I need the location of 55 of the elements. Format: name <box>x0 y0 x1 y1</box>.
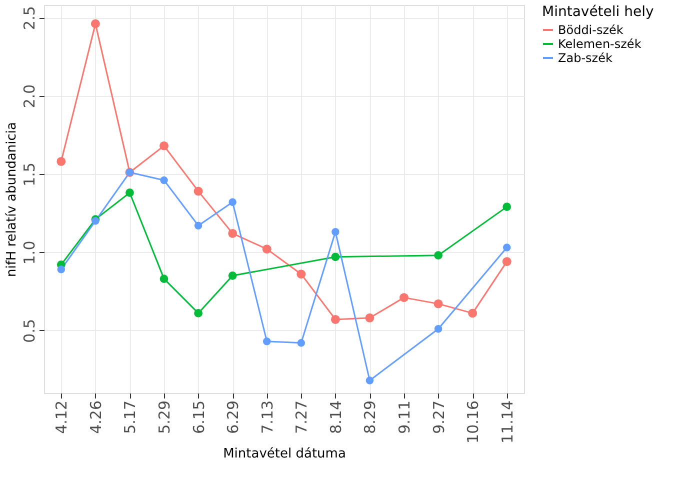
x-tick-label: 4.26 <box>86 400 105 434</box>
x-tick-label: 7.13 <box>258 400 276 434</box>
x-tick-label: 10.16 <box>464 400 482 444</box>
point <box>330 315 340 324</box>
point <box>502 244 511 252</box>
point <box>228 228 238 238</box>
x-axis-title: Mintavétel dátuma <box>223 446 346 462</box>
point <box>126 188 134 197</box>
x-tick-label: 7.27 <box>292 400 311 434</box>
legend-label: Zab-szék <box>558 51 612 65</box>
point <box>262 244 272 254</box>
y-tick-label: 1.0 <box>20 240 38 265</box>
x-tick-label: 5.29 <box>156 400 174 434</box>
point <box>160 141 168 150</box>
point <box>332 228 340 236</box>
point <box>262 338 271 346</box>
point <box>228 198 236 206</box>
point <box>502 202 512 211</box>
point <box>366 376 374 384</box>
x-tick-label: 4.12 <box>52 400 71 434</box>
point <box>194 222 202 230</box>
y-tick-label: 2.5 <box>20 6 38 30</box>
point <box>502 257 512 266</box>
x-tick-label: 6.29 <box>224 400 242 434</box>
y-tick-label: 1.5 <box>20 162 38 186</box>
point <box>194 186 203 196</box>
legend-title: Mintavételi hely <box>542 4 654 20</box>
legend-label: Böddi-szék <box>558 23 624 37</box>
point <box>434 299 443 308</box>
point <box>296 270 306 279</box>
y-tick-label: 0.5 <box>20 318 38 343</box>
point <box>400 293 408 302</box>
point <box>228 271 237 280</box>
point <box>90 19 100 28</box>
x-tick-label: 9.11 <box>396 400 414 434</box>
x-tick-label: 6.15 <box>190 400 208 434</box>
point <box>434 324 442 333</box>
point <box>434 251 442 260</box>
point <box>365 313 374 322</box>
x-tick-label: 9.27 <box>430 400 448 434</box>
point <box>468 308 478 318</box>
y-tick-label: 2.0 <box>20 84 38 108</box>
point <box>297 339 306 347</box>
x-tick-label: 8.14 <box>326 400 345 434</box>
x-tick-label: 5.17 <box>121 400 140 434</box>
point <box>331 252 340 262</box>
point <box>194 309 202 318</box>
y-axis-title: nifH relatív abundanicia <box>4 122 20 277</box>
point <box>56 156 66 166</box>
point <box>160 176 168 184</box>
legend-label: Kelemen-szék <box>558 37 642 51</box>
x-tick-label: 8.29 <box>361 400 380 434</box>
point <box>160 274 168 283</box>
point <box>57 266 66 274</box>
x-tick-label: 11.14 <box>498 400 516 444</box>
